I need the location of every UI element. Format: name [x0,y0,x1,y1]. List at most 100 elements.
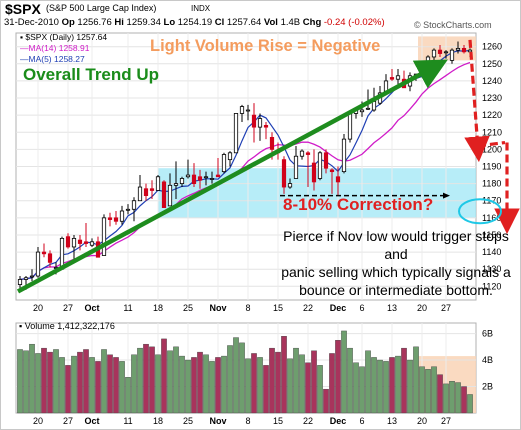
volume-bar [59,357,65,414]
volume-panel-label: Volume [24,321,55,331]
volume-x-tick-label: 20 [417,416,427,426]
candle-body [221,154,227,173]
y-tick-label: 1230 [482,93,502,103]
volume-bar [383,361,389,414]
candle-body [215,174,221,178]
candle-body [299,150,305,157]
high-value: 1259.34 [126,17,161,28]
volume-x-tick-label: 22 [303,416,313,426]
trendline [16,59,448,294]
y-tick-label: 1260 [482,42,502,52]
candle-body [437,49,443,54]
change-label: Chg [302,17,322,28]
volume-bar [359,366,365,414]
candle-body [263,125,269,128]
volume-x-tick-label: 8 [245,416,250,426]
volume-tick-label: 2B [482,382,493,392]
volume-bar [323,388,329,414]
candle-body [143,188,149,196]
volume-bar [419,366,425,414]
volume-x-tick-label: 20 [33,416,43,426]
candle-body [173,183,179,186]
cyan-zone [158,168,476,218]
ma14-line [19,61,471,281]
volume-bar [449,381,455,414]
candle-body [155,176,161,191]
candle-body [431,49,437,58]
y-tick-label: 1210 [482,127,502,137]
candle-body [149,188,155,191]
volume-x-tick-label: Dec [330,416,347,426]
volume-bar [239,342,245,414]
volume-x-tick-label: 18 [153,416,163,426]
volume-bar [353,362,359,414]
volume-bar [233,337,239,414]
volume-bar [179,355,185,414]
candle-body [77,239,83,244]
note-line: Pierce if Nov low would trigger stops an… [283,228,509,262]
volume-bar [113,357,119,414]
volume-bar [269,347,275,414]
candle-body [185,174,191,178]
low-label: Lo [163,17,176,28]
volume-bar [197,351,203,414]
candle-body [335,176,341,183]
candle-body [107,217,113,220]
x-tick-label: 27 [441,303,451,313]
candle-body [425,56,431,68]
x-tick-label: 6 [359,303,364,313]
volume-tick-label: 4B [482,355,493,365]
volume-bar [299,354,305,414]
candle-body [323,152,329,169]
y-tick-label: 1200 [482,144,502,154]
volume-bar [401,347,407,414]
y-tick-label: 1220 [482,110,502,120]
volume-last-value: 1,412,322,176 [57,321,115,331]
y-tick-label: 1130 [482,264,501,274]
note-line: bounce or intermediate bottom. [299,282,493,298]
candle-body [269,137,275,150]
ticker-symbol: $SPX [5,1,41,17]
y-tick-label: 1240 [482,76,502,86]
volume-bar [437,374,443,414]
candle-body [281,159,287,188]
correction-arrow-2 [477,140,506,148]
candle-body [395,75,401,80]
candle-body [227,152,233,161]
volume-x-tick-label: 27 [441,416,451,426]
candle-body [191,174,197,185]
candle-body [119,210,125,222]
x-tick-label: Nov [209,303,226,313]
x-tick-label: 20 [33,303,43,313]
volume-bar [341,330,347,414]
x-tick-label: 27 [63,303,73,313]
volume-bar [407,359,413,414]
volume-bar [137,347,143,414]
volume-bar [95,361,101,414]
volume-bar [71,355,77,414]
x-tick-label: Oct [84,303,99,313]
volume-bar [185,359,191,414]
candle-body [311,162,317,183]
volume-bar [365,350,371,414]
volume-bar [257,357,263,414]
candle-body [161,181,167,208]
volume-bar [149,346,155,414]
candle-body [101,217,107,256]
candle-body [197,176,203,181]
candle-body [89,241,95,246]
x-tick-label: 8 [245,303,250,313]
volume-bar [413,346,419,414]
candle-body [113,217,119,222]
legend-ma14: —MA(14) 1258.91 [20,43,90,53]
volume-bar [203,354,209,414]
volume-x-tick-label: 6 [359,416,364,426]
y-tick-label: 1120 [482,281,501,291]
volume-bar [305,362,311,414]
x-tick-label: 13 [387,303,397,313]
x-tick-label: 15 [273,303,283,313]
y-tick-label: 1150 [482,230,501,240]
candle-body [251,114,257,128]
candle-body [209,178,215,180]
